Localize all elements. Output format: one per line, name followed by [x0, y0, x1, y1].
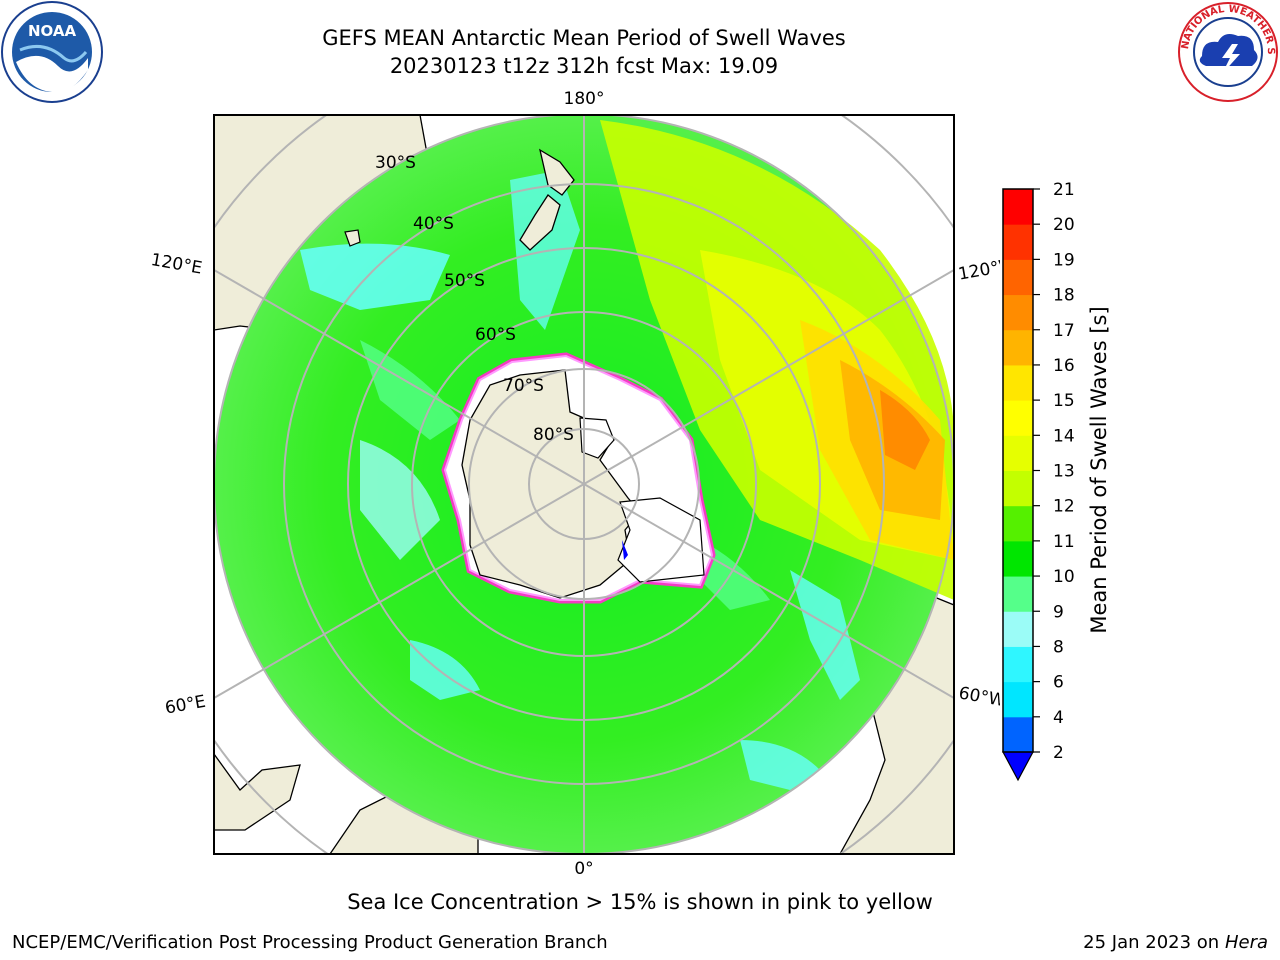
colorbar-under-arrow	[1001, 751, 1035, 782]
colorbar-tick-label: 9	[1053, 602, 1064, 622]
credit-date: 25 Jan 2023 on Hera	[1083, 932, 1268, 953]
lat-label-30s: 30°S	[375, 153, 416, 173]
colorbar-tick-label: 16	[1053, 356, 1075, 376]
colorbar-swatch	[1003, 470, 1033, 507]
colorbar-tick-label: 19	[1053, 250, 1075, 270]
colorbar-swatches	[1003, 189, 1033, 753]
colorbar-tick-label: 10	[1053, 567, 1075, 587]
map-frame	[213, 114, 955, 855]
chart-subtitle: 20230123 t12z 312h fcst Max: 19.09	[389, 54, 779, 78]
lat-label-50s: 50°S	[444, 271, 485, 291]
colorbar-swatch	[1003, 576, 1033, 612]
credit-date-text: 25 Jan 2023 on	[1083, 932, 1220, 953]
noaa-logo-icon: NOAA	[1, 1, 103, 103]
colorbar-tick-label: 8	[1053, 637, 1064, 657]
colorbar-tick-label: 6	[1053, 673, 1064, 693]
colorbar-swatch	[1003, 505, 1033, 542]
colorbar-tick-label: 14	[1053, 426, 1075, 446]
lat-label-40s: 40°S	[413, 214, 454, 234]
short-swell-patch-1	[300, 243, 450, 310]
colorbar-swatch	[1003, 364, 1033, 401]
colorbar-tick-label: 13	[1053, 462, 1075, 482]
chart-title: GEFS MEAN Antarctic Mean Period of Swell…	[322, 26, 846, 50]
colorbar-swatch	[1003, 611, 1033, 647]
colorbar-ticks: 2 4 6 8 9 10 11 12 13 14 15 16 17 18 19 20 21	[1033, 180, 1075, 763]
colorbar-tick-label: 20	[1053, 215, 1075, 235]
longitude-grid	[214, 115, 954, 854]
land-new-zealand	[519, 148, 575, 251]
colorbar-swatch	[1003, 259, 1033, 296]
colorbar-swatch	[1003, 294, 1033, 331]
colorbar-tick-label: 18	[1053, 286, 1075, 306]
sea-ice-note: Sea Ice Concentration > 15% is shown in …	[347, 890, 933, 914]
colorbar-swatch	[1003, 646, 1033, 683]
colorbar-swatch	[1003, 435, 1033, 471]
colorbar-tick-label: 21	[1053, 180, 1075, 200]
colorbar-tick-label: 2	[1053, 743, 1064, 763]
credit-host: Hera	[1224, 932, 1268, 953]
ice-shelf-ross	[579, 417, 615, 459]
colorbar-tick-label: 15	[1053, 391, 1075, 411]
colorbar-swatch	[1003, 681, 1033, 718]
lat-label-70s: 70°S	[503, 376, 544, 396]
lat-label-80s: 80°S	[533, 425, 574, 445]
colorbar-swatch	[1003, 224, 1033, 260]
lon-label-0: 0°	[574, 859, 593, 879]
colorbar-swatch	[1003, 189, 1033, 225]
colorbar-tick-label: 12	[1053, 497, 1075, 517]
ice-shelf-weddell	[617, 497, 705, 583]
colorbar-tick-label: 17	[1053, 321, 1075, 341]
noaa-logo-text: NOAA	[28, 22, 77, 40]
credit-branch: NCEP/EMC/Verification Post Processing Pr…	[12, 932, 608, 953]
colorbar-label: Mean Period of Swell Waves [s]	[1087, 306, 1111, 633]
colorbar-swatch	[1003, 400, 1033, 436]
lon-label-180: 180°	[564, 89, 605, 109]
colorbar-tick-label: 4	[1053, 708, 1064, 728]
colorbar-swatch	[1003, 540, 1033, 577]
polar-map: 180° 0° 120°E 120°W 60°E 60°W 30°S 40°S …	[149, 89, 1000, 879]
colorbar-swatch	[1003, 329, 1033, 366]
colorbar-tick-label: 11	[1053, 532, 1075, 552]
nws-logo-icon: NATIONAL WEATHER SERVICE	[1176, 0, 1278, 102]
lat-label-60s: 60°S	[475, 325, 516, 345]
colorbar-swatch	[1003, 716, 1033, 753]
